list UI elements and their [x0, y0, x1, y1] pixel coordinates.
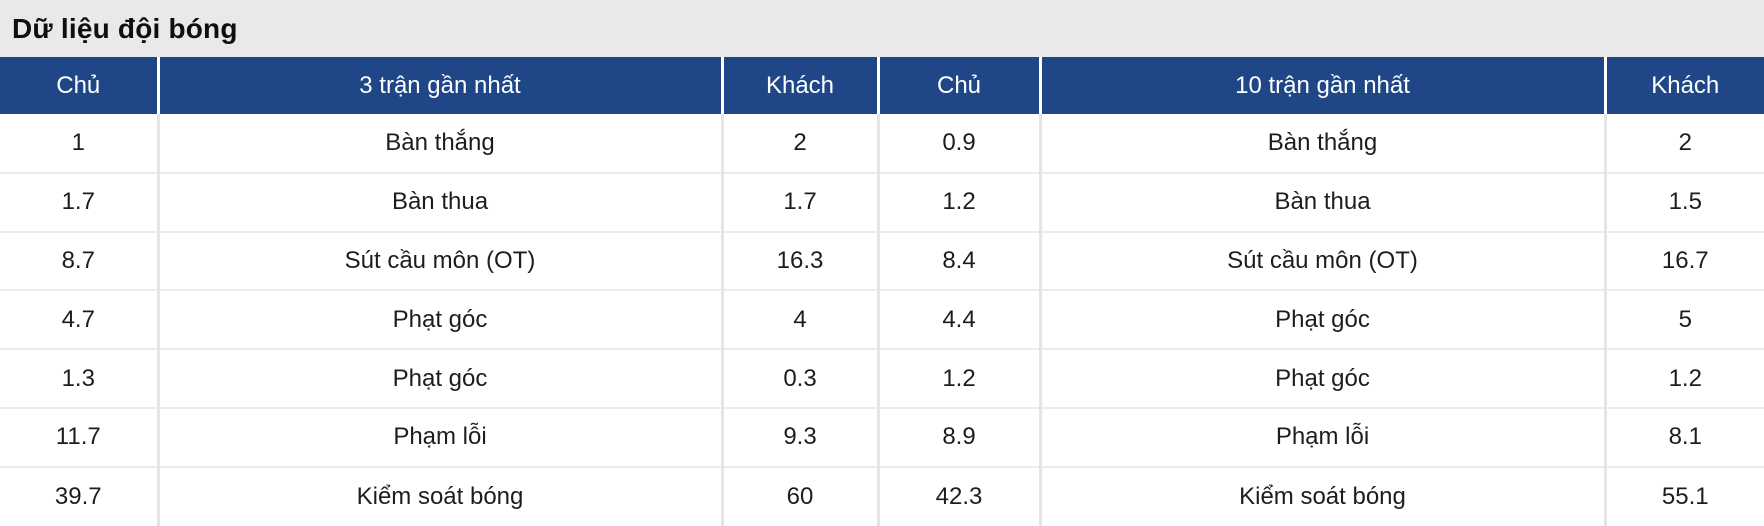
away-last10-value: 16.7 [1603, 230, 1764, 291]
away-last10-value: 1.2 [1603, 348, 1764, 408]
stat-last3-label: Phạm lỗi [156, 406, 722, 467]
stat-last10-label: Phạt góc [1038, 289, 1605, 350]
away-last3-value: 4 [720, 289, 878, 350]
home-last3-value: 39.7 [0, 465, 158, 526]
stat-last3-label: Bàn thua [156, 171, 722, 232]
home-last10-value: 8.4 [876, 230, 1040, 291]
away-last10-value: 8.1 [1603, 406, 1764, 467]
home-last10-value: 42.3 [876, 465, 1040, 526]
away-last3-value: 16.3 [720, 230, 878, 291]
page-title: Dữ liệu đội bóng [12, 12, 238, 44]
away-last3-value: 9.3 [720, 406, 878, 467]
away-last3-value: 1.7 [720, 171, 878, 232]
home-last3-value: 1 [0, 114, 158, 173]
table-row: 1 Bàn thắng 2 0.9 Bàn thắng 2 [0, 114, 1764, 173]
stat-last10-label: Sút cầu môn (OT) [1038, 230, 1605, 291]
stat-last10-label: Bàn thua [1038, 171, 1605, 232]
header-away-last10: Khách [1603, 57, 1764, 114]
stat-last10-label: Kiểm soát bóng [1038, 465, 1605, 526]
stat-last10-label: Bàn thắng [1038, 114, 1605, 173]
stat-last10-label: Phạt góc [1038, 348, 1605, 408]
home-last10-value: 1.2 [876, 348, 1040, 408]
header-away-last3: Khách [720, 57, 878, 114]
stat-last10-label: Phạm lỗi [1038, 406, 1605, 467]
home-last10-value: 1.2 [876, 171, 1040, 232]
header-last10-label: 10 trận gần nhất [1038, 57, 1605, 114]
away-last10-value: 55.1 [1603, 465, 1764, 526]
team-data-table: Chủ 3 trận gần nhất Khách Chủ 10 trận gầ… [0, 57, 1764, 526]
table-header: Chủ 3 trận gần nhất Khách Chủ 10 trận gầ… [0, 57, 1764, 114]
table-row: 1.7 Bàn thua 1.7 1.2 Bàn thua 1.5 [0, 171, 1764, 232]
table-row: 11.7 Phạm lỗi 9.3 8.9 Phạm lỗi 8.1 [0, 406, 1764, 467]
home-last3-value: 1.7 [0, 171, 158, 232]
away-last10-value: 2 [1603, 114, 1764, 173]
home-last10-value: 0.9 [876, 114, 1040, 173]
home-last3-value: 1.3 [0, 348, 158, 408]
table-row: 4.7 Phạt góc 4 4.4 Phạt góc 5 [0, 289, 1764, 350]
away-last10-value: 5 [1603, 289, 1764, 350]
stat-last3-label: Phạt góc [156, 289, 722, 350]
home-last3-value: 4.7 [0, 289, 158, 350]
away-last10-value: 1.5 [1603, 171, 1764, 232]
home-last3-value: 11.7 [0, 406, 158, 467]
home-last10-value: 8.9 [876, 406, 1040, 467]
header-row: Chủ 3 trận gần nhất Khách Chủ 10 trận gầ… [0, 57, 1764, 114]
stat-last3-label: Bàn thắng [156, 114, 722, 173]
stat-last3-label: Phạt góc [156, 348, 722, 408]
stat-last3-label: Sút cầu môn (OT) [156, 230, 722, 291]
away-last3-value: 0.3 [720, 348, 878, 408]
table-row: 1.3 Phạt góc 0.3 1.2 Phạt góc 1.2 [0, 348, 1764, 408]
header-last3-label: 3 trận gần nhất [156, 57, 722, 114]
stat-last3-label: Kiểm soát bóng [156, 465, 722, 526]
title-bar: Dữ liệu đội bóng [0, 0, 1764, 57]
header-home-last3: Chủ [0, 57, 158, 114]
home-last10-value: 4.4 [876, 289, 1040, 350]
away-last3-value: 2 [720, 114, 878, 173]
home-last3-value: 8.7 [0, 230, 158, 291]
away-last3-value: 60 [720, 465, 878, 526]
table-row: 39.7 Kiểm soát bóng 60 42.3 Kiểm soát bóng 55… [0, 465, 1764, 526]
table-row: 8.7 Sút cầu môn (OT) 16.3 8.4 Sút cầu môn (O… [0, 230, 1764, 291]
header-home-last10: Chủ [876, 57, 1040, 114]
table-body: 1 Bàn thắng 2 0.9 Bàn thắng 2 1.7 Bàn thua 1.7 1.… [0, 114, 1764, 526]
